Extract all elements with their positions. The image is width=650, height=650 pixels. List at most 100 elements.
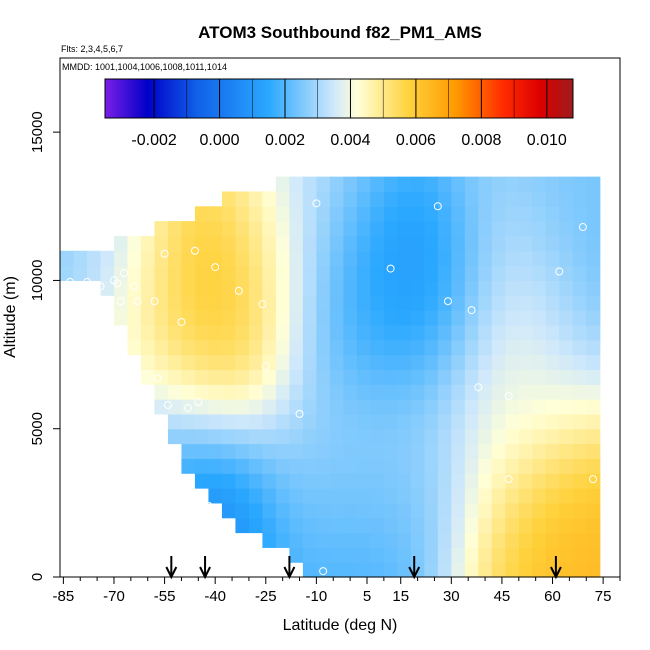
heatmap-cell [140, 324, 156, 341]
heatmap-cell [167, 428, 183, 445]
heatmap-cell [437, 324, 452, 341]
heatmap-cell [559, 295, 574, 311]
observation-point [184, 403, 193, 412]
heatmap-cell [518, 221, 533, 237]
heatmap-cell [262, 458, 277, 474]
heatmap-cell [424, 176, 439, 193]
heatmap-cell [356, 547, 371, 563]
heatmap-cell [275, 488, 290, 504]
heatmap-cell [356, 221, 371, 237]
heatmap-cell [383, 517, 398, 534]
heatmap-cell [491, 206, 506, 222]
heatmap-cell [370, 384, 385, 400]
heatmap-cell [451, 221, 466, 237]
heatmap-cell [397, 310, 412, 326]
heatmap-cell [397, 428, 412, 445]
observation-point [116, 297, 125, 306]
heatmap-cell [343, 547, 358, 563]
heatmap-cell [140, 339, 156, 356]
heatmap-cell [289, 488, 304, 504]
heatmap-cell [451, 428, 466, 445]
heatmap-cell [518, 488, 533, 504]
heatmap-cell [572, 235, 587, 252]
heatmap-cell [478, 413, 493, 430]
plot-frame [59, 57, 621, 578]
heatmap-cell [181, 324, 196, 341]
heatmap-cell [356, 413, 371, 430]
heatmap-cell [505, 517, 520, 534]
heatmap-cell [302, 399, 317, 415]
heatmap-cell [154, 265, 169, 282]
heatmap-cell [410, 221, 425, 237]
heatmap-cell [221, 502, 237, 519]
heatmap-cell [532, 206, 547, 222]
heatmap-cell [491, 502, 506, 519]
heatmap-cell [343, 488, 358, 504]
heatmap-cell [316, 250, 331, 267]
heatmap-cell [73, 250, 88, 267]
heatmap-cell [289, 428, 304, 445]
heatmap-cell [60, 265, 75, 282]
heatmap-cell [289, 473, 304, 489]
heatmap-cell [572, 547, 587, 563]
heatmap-cell [275, 413, 290, 430]
x-tick-label: 5 [363, 588, 371, 605]
heatmap-cell [370, 443, 385, 459]
heatmap-cell [167, 265, 183, 282]
heatmap-cell [505, 191, 520, 207]
heatmap-cell [505, 176, 520, 193]
heatmap-cell [518, 413, 533, 430]
heatmap-cell [329, 295, 344, 311]
heatmap-cell [545, 235, 560, 252]
heatmap-cell [478, 532, 493, 548]
colorbar-ticks: -0.002 0.000 0.002 0.004 0.006 0.008 0.010 [131, 79, 567, 149]
heatmap-cell [505, 443, 520, 459]
heatmap-cell [559, 310, 574, 326]
heatmap-cell [478, 384, 493, 400]
heatmap-cell [235, 458, 250, 474]
heatmap-cell [235, 502, 250, 519]
heatmap-cell [262, 206, 277, 222]
heatmap-cell [586, 399, 601, 415]
heatmap-cell [383, 176, 398, 193]
heatmap-cell [518, 369, 533, 385]
heatmap-cell [302, 384, 317, 400]
heatmap-cell [181, 354, 196, 370]
colorbar-tick-label: 0.008 [461, 132, 501, 149]
heatmap-cell [545, 206, 560, 222]
heatmap-cell [275, 265, 290, 282]
heatmap-cell [289, 250, 304, 267]
observation-point [504, 392, 513, 401]
heatmap-cell [113, 280, 129, 296]
heatmap-cell [464, 458, 479, 474]
heatmap-cell [167, 250, 183, 267]
heatmap-cell [329, 547, 344, 563]
heatmap-cell [343, 310, 358, 326]
heatmap-cell [491, 399, 506, 415]
heatmap-cell [424, 354, 439, 370]
heatmap-cell [437, 473, 452, 489]
heatmap-cell [302, 250, 317, 267]
heatmap-cell [491, 310, 506, 326]
heatmap-cell [248, 324, 264, 341]
heatmap-cell [410, 354, 425, 370]
heatmap-cell [370, 310, 385, 326]
heatmap-cell [464, 324, 479, 341]
heatmap-cell [559, 399, 574, 415]
heatmap-cell [437, 532, 452, 548]
heatmap-cell [464, 176, 479, 193]
heatmap-cell [302, 369, 317, 385]
heatmap-cell [383, 235, 398, 252]
heatmap-cell [518, 502, 533, 519]
heatmap-cell [586, 532, 601, 548]
heatmap-cell [329, 562, 344, 578]
heatmap-cell [262, 413, 277, 430]
heatmap-cell [167, 413, 183, 430]
heatmap-cell [518, 458, 533, 474]
heatmap-cell [559, 221, 574, 237]
heatmap-cell [478, 547, 493, 563]
heatmap-cell [316, 265, 331, 282]
heatmap-cell [302, 221, 317, 237]
heatmap-cell [235, 191, 250, 207]
heatmap-cell [262, 384, 277, 400]
